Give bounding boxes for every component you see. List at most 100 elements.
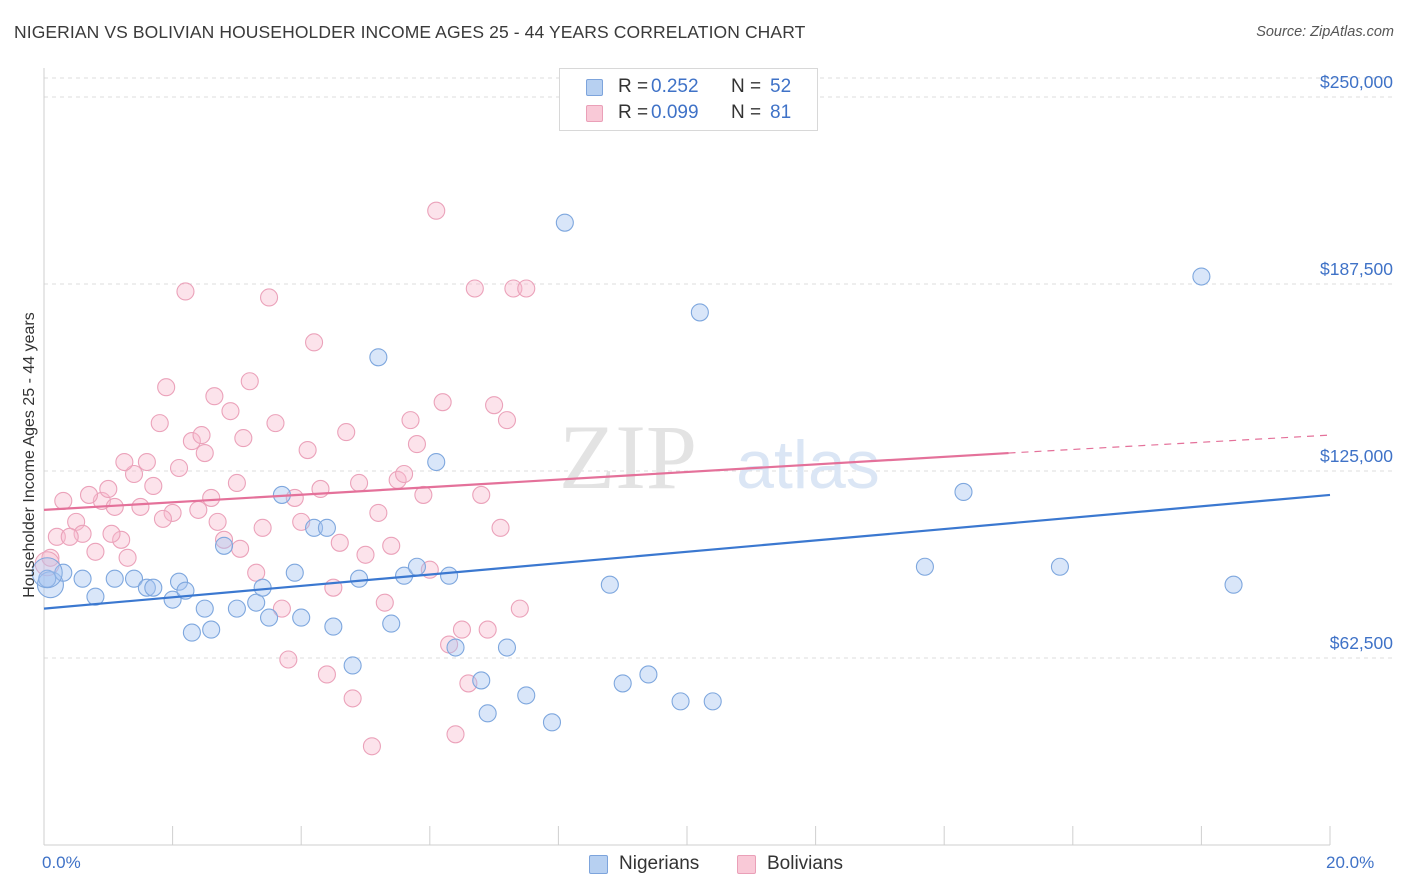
n-value: 81 <box>770 102 792 123</box>
bolivians-point-31 <box>253 518 272 537</box>
bolivians-point-29 <box>240 372 259 391</box>
y-tick-label-1: $125,000 <box>1320 446 1393 466</box>
bolivians-point-24 <box>208 512 227 531</box>
bolivians-point-72 <box>517 279 536 298</box>
nigerians-point-39 <box>555 213 574 232</box>
bolivians-point-44 <box>337 423 356 442</box>
nigerians-point-46 <box>915 557 934 576</box>
nigerians-point-4 <box>105 569 124 588</box>
nigerians-point-34 <box>472 671 491 690</box>
bolivians-point-9 <box>112 530 131 549</box>
nigerians-point-20 <box>285 563 304 582</box>
r-value: 0.252 <box>651 76 699 97</box>
bolivians-point-71 <box>510 599 529 618</box>
nigerians-point-31 <box>427 452 446 472</box>
axis-layer <box>43 68 1331 846</box>
bolivians-point-12 <box>131 497 150 516</box>
nigerians-point-36 <box>497 638 517 657</box>
nigerians-point-6 <box>137 578 156 597</box>
legend-swatch-nigerians <box>586 79 603 96</box>
legend-swatch-bolivians <box>737 855 756 874</box>
bolivians-point-32 <box>259 288 279 307</box>
bolivians-point-68 <box>491 518 510 537</box>
legend-label-nigerians: Nigerians <box>619 853 700 874</box>
bolivians-point-65 <box>472 485 491 504</box>
legend-swatch-bolivians <box>586 105 603 122</box>
bolivians-point-47 <box>356 545 375 564</box>
y-tick-label-2: $187,500 <box>1320 259 1393 279</box>
r-label: R = <box>618 102 649 123</box>
bolivians-point-55 <box>407 435 426 454</box>
nigerians-trend-line <box>43 493 1331 610</box>
nigerians-point-50 <box>1224 575 1243 594</box>
bolivians-point-17 <box>163 503 182 522</box>
nigerians-point-43 <box>671 692 690 711</box>
bolivians-point-21 <box>189 500 208 519</box>
bolivians-point-20 <box>182 432 201 451</box>
bolivians-point-75 <box>102 524 121 543</box>
n-label: N = <box>731 102 762 123</box>
nigerians-point-23 <box>317 518 336 537</box>
x-tick-label-max: 20.0% <box>1326 853 1375 872</box>
bolivians-point-53 <box>395 464 414 484</box>
watermark: ZIP atlas <box>559 406 880 508</box>
nigerians-point-7 <box>144 578 163 597</box>
bolivians-point-43 <box>330 533 349 552</box>
bolivians-point-66 <box>478 620 497 639</box>
nigerians-point-41 <box>613 674 632 693</box>
nigerians-point-18 <box>259 608 279 627</box>
bolivians-point-18 <box>169 458 189 478</box>
nigerians-point-24 <box>324 617 343 636</box>
nigerians-point-27 <box>369 348 388 367</box>
legend-swatch-nigerians <box>589 855 608 874</box>
r-label: R = <box>618 76 649 97</box>
nigerians-point-30 <box>407 557 426 576</box>
bolivians-point-25 <box>214 530 234 549</box>
nigerians-point-12 <box>195 599 214 618</box>
bolivians-trend-line <box>43 451 1009 511</box>
nigerians-point-14 <box>214 536 234 555</box>
bolivians-point-11 <box>124 464 144 484</box>
nigerians-point-47 <box>954 482 973 501</box>
bolivians-point-15 <box>150 414 169 433</box>
nigerians-point-16 <box>247 593 266 612</box>
nigerians-point-49 <box>1192 267 1211 286</box>
bolivians-point-14 <box>144 476 163 496</box>
bolivians-point-58 <box>427 201 446 220</box>
nigerians-point-11 <box>182 623 201 642</box>
bolivians-trend-extension <box>1008 434 1331 454</box>
bolivians-point-22 <box>195 443 214 463</box>
nigerians-point-2 <box>73 569 92 588</box>
n-value: 52 <box>770 76 792 97</box>
bolivians-point-33 <box>266 414 285 433</box>
bolivians-point-10 <box>118 548 137 567</box>
bolivians-point-62 <box>452 620 472 639</box>
bolivians-point-73 <box>60 527 79 546</box>
y-tick-labels: $62,500 $125,000 $187,500 $250,000 <box>1320 72 1393 653</box>
nigerians-point-1 <box>54 563 73 582</box>
nigerians-point-9 <box>169 572 189 591</box>
nigerians-point-45 <box>703 692 722 711</box>
y-tick-label-3: $250,000 <box>1320 72 1393 92</box>
bolivians-point-64 <box>465 279 484 298</box>
nigerians-point-48 <box>1050 557 1069 576</box>
nigerians-point-25 <box>343 656 362 675</box>
bolivians-point-78 <box>192 426 211 445</box>
bolivians-point-2 <box>54 491 73 510</box>
nigerians-point-44 <box>690 303 709 322</box>
nigerians-point-8 <box>163 590 182 609</box>
bolivians-point-45 <box>343 689 362 708</box>
nigerians-point-28 <box>382 614 401 633</box>
watermark-zip: ZIP <box>559 406 697 508</box>
bolivians-point-59 <box>433 393 452 412</box>
grid-layer <box>44 77 1395 659</box>
bolivians-point-79 <box>205 387 224 406</box>
bolivians-point-69 <box>497 411 517 430</box>
source-label: Source: ZipAtlas.com <box>1256 24 1394 40</box>
bolivians-point-27 <box>227 473 246 493</box>
nigerians-point-40 <box>600 575 619 594</box>
bolivians-point-5 <box>86 542 105 561</box>
r-value: 0.099 <box>651 102 699 123</box>
nigerians-point-42 <box>639 665 658 684</box>
